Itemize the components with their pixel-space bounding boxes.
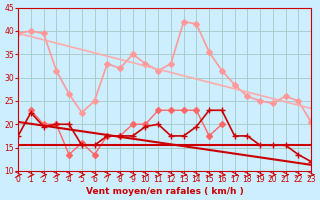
- X-axis label: Vent moyen/en rafales ( km/h ): Vent moyen/en rafales ( km/h ): [86, 187, 244, 196]
